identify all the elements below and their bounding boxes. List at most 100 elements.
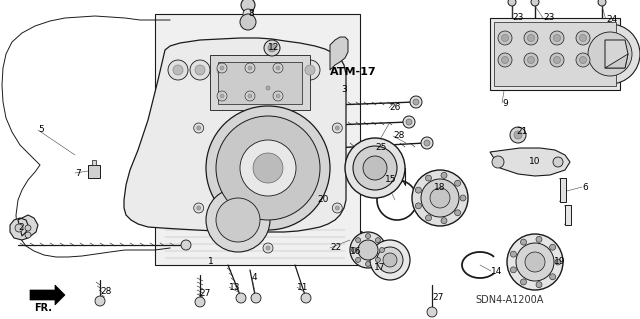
Circle shape <box>195 297 205 307</box>
Circle shape <box>441 218 447 224</box>
Circle shape <box>555 259 561 265</box>
Circle shape <box>514 131 522 139</box>
Text: 1: 1 <box>208 256 214 265</box>
Circle shape <box>25 232 31 238</box>
Circle shape <box>370 240 410 280</box>
Polygon shape <box>92 160 96 165</box>
Circle shape <box>524 53 538 67</box>
Circle shape <box>15 224 23 232</box>
Circle shape <box>598 0 606 6</box>
Circle shape <box>576 53 590 67</box>
Circle shape <box>248 66 252 70</box>
Circle shape <box>273 63 283 73</box>
Circle shape <box>217 65 227 75</box>
Circle shape <box>301 293 311 303</box>
Polygon shape <box>490 148 570 176</box>
Text: 4: 4 <box>252 273 258 283</box>
Text: 24: 24 <box>606 16 617 25</box>
Circle shape <box>253 153 283 183</box>
Text: 13: 13 <box>229 283 241 292</box>
Circle shape <box>363 156 387 180</box>
Circle shape <box>216 116 320 220</box>
Circle shape <box>507 234 563 290</box>
Circle shape <box>241 0 255 12</box>
Circle shape <box>580 24 640 84</box>
Circle shape <box>531 0 539 6</box>
Circle shape <box>520 279 527 285</box>
Text: 16: 16 <box>350 248 362 256</box>
Circle shape <box>550 31 564 45</box>
Circle shape <box>261 65 271 75</box>
Circle shape <box>527 56 534 63</box>
Circle shape <box>527 34 534 41</box>
Text: 11: 11 <box>297 283 308 292</box>
Circle shape <box>524 31 538 45</box>
Text: 3: 3 <box>341 85 347 94</box>
Circle shape <box>356 257 360 263</box>
Circle shape <box>510 251 516 257</box>
Circle shape <box>190 60 210 80</box>
Circle shape <box>353 146 397 190</box>
Circle shape <box>554 34 561 41</box>
Circle shape <box>376 238 380 243</box>
Circle shape <box>553 157 563 167</box>
Circle shape <box>335 206 339 210</box>
Circle shape <box>502 34 509 41</box>
Circle shape <box>492 156 504 168</box>
Text: 23: 23 <box>543 13 554 23</box>
Circle shape <box>510 267 516 273</box>
Circle shape <box>196 206 201 210</box>
Circle shape <box>283 65 293 75</box>
Circle shape <box>377 247 403 273</box>
Circle shape <box>263 243 273 253</box>
Text: 12: 12 <box>268 43 280 53</box>
Text: 22: 22 <box>330 243 341 253</box>
Circle shape <box>588 32 632 76</box>
Circle shape <box>345 138 405 198</box>
Circle shape <box>410 96 422 108</box>
Circle shape <box>236 293 246 303</box>
Text: 28: 28 <box>100 286 111 295</box>
Circle shape <box>579 34 586 41</box>
Polygon shape <box>10 215 38 240</box>
Circle shape <box>365 262 371 266</box>
Circle shape <box>276 94 280 98</box>
Text: 17: 17 <box>374 263 385 272</box>
Circle shape <box>206 106 330 230</box>
Circle shape <box>276 66 280 70</box>
Circle shape <box>510 127 526 143</box>
Text: 9: 9 <box>502 99 508 108</box>
Circle shape <box>216 198 260 242</box>
Polygon shape <box>560 178 566 202</box>
Text: 28: 28 <box>393 131 404 140</box>
Text: 14: 14 <box>491 266 502 276</box>
Circle shape <box>358 240 378 260</box>
Circle shape <box>454 210 461 216</box>
Circle shape <box>168 60 188 80</box>
Circle shape <box>426 175 431 181</box>
Circle shape <box>332 203 342 213</box>
Circle shape <box>350 232 386 268</box>
Circle shape <box>536 282 542 288</box>
Circle shape <box>356 238 360 243</box>
Circle shape <box>525 252 545 272</box>
Circle shape <box>460 195 466 201</box>
Circle shape <box>403 116 415 128</box>
Text: 23: 23 <box>512 13 524 23</box>
Circle shape <box>415 203 421 209</box>
Circle shape <box>498 31 512 45</box>
Circle shape <box>421 179 459 217</box>
Circle shape <box>502 56 509 63</box>
Polygon shape <box>490 18 620 90</box>
Circle shape <box>351 248 356 253</box>
Circle shape <box>196 126 201 130</box>
Polygon shape <box>330 37 348 70</box>
Circle shape <box>264 40 280 56</box>
Circle shape <box>240 14 256 30</box>
Circle shape <box>426 215 431 221</box>
Circle shape <box>220 66 224 70</box>
Circle shape <box>300 60 320 80</box>
Circle shape <box>243 9 253 19</box>
Polygon shape <box>124 38 346 232</box>
Polygon shape <box>218 62 302 104</box>
